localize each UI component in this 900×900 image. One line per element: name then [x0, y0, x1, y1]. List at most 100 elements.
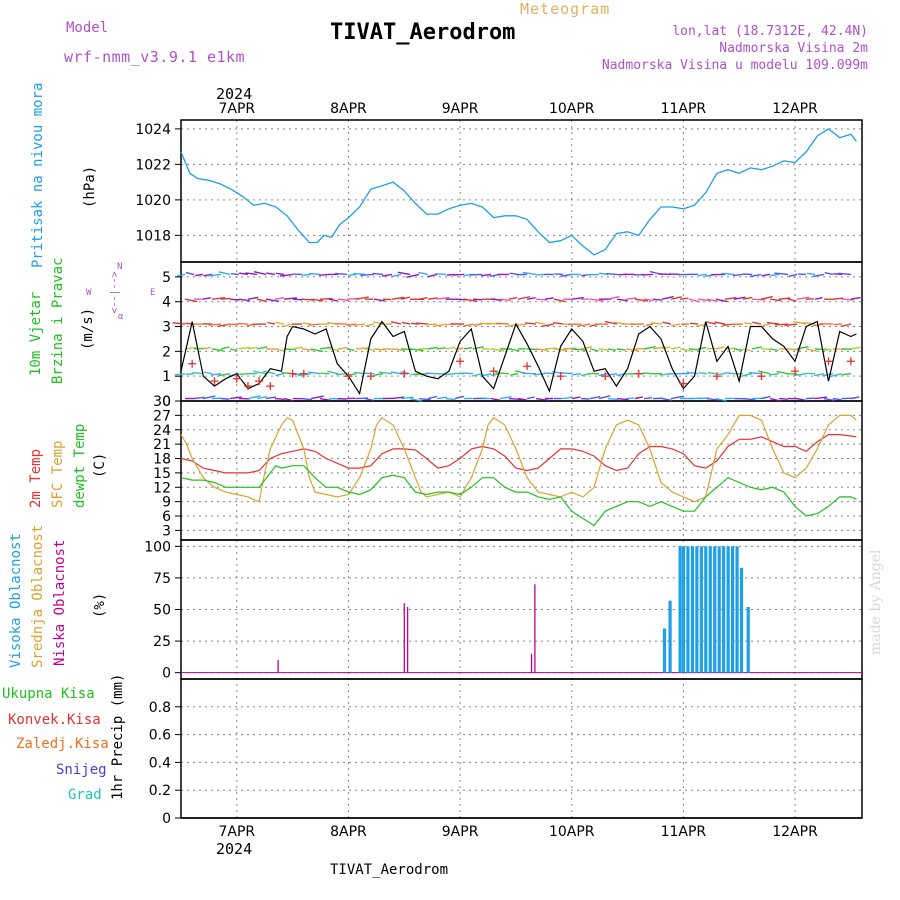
wind-arrow: [526, 396, 535, 400]
wind-arrow: [832, 297, 844, 300]
wind-arrow: [606, 273, 618, 276]
y-tick-label: 1020: [135, 193, 171, 209]
wind-arrow: [762, 323, 771, 327]
wind-arrow: [279, 273, 294, 277]
wind-arrow: [400, 371, 411, 375]
wind-arrow: [373, 373, 384, 377]
cloud-high-bar: [668, 600, 672, 673]
wind-arrow: [824, 272, 834, 276]
wind-arrow: [758, 370, 771, 375]
wind-arrow: [841, 373, 852, 376]
precip-legend-snow: Snijeg: [56, 762, 107, 778]
wind-arrow: [229, 298, 240, 301]
wind-arrow: [301, 273, 312, 277]
wind-arrow: [661, 295, 674, 300]
wind-arrow: [607, 295, 620, 300]
wind-arrow: [310, 348, 324, 353]
wind-arrow: [688, 348, 699, 351]
wind-arrow: [643, 397, 653, 400]
wind-arrow: [202, 395, 216, 400]
top-day-tick-label: 8APR: [330, 101, 367, 117]
model-value: wrf-nmm_v3.9.1 e1km: [64, 48, 246, 66]
wind-arrow: [427, 346, 438, 350]
wind-arrow: [381, 273, 393, 277]
wind-arrow: [717, 372, 726, 376]
wind-arrow: [604, 320, 618, 325]
wind-arrow: [643, 345, 656, 350]
wind-arrow: [346, 323, 357, 326]
wind-arrow: [274, 397, 285, 400]
wind-arrow: [308, 323, 321, 326]
top-day-tick-label: 9APR: [442, 101, 479, 117]
wind-arrow: [766, 321, 780, 325]
wind-arrow: [335, 372, 348, 376]
wind-arrow: [823, 348, 833, 351]
top-day-tick-label: 10APR: [549, 101, 595, 117]
wind-arrow: [686, 371, 699, 375]
wind-arrow: [174, 373, 186, 376]
y-tick-label: 0.6: [149, 728, 171, 744]
wind-arrow: [391, 348, 405, 352]
bottom-year-label: 2024: [216, 840, 253, 858]
temperature-line-2m-temp: [180, 434, 857, 474]
elevation-label: Nadmorska Visina 2m: [719, 41, 868, 56]
wind-arrow: [832, 397, 842, 401]
y-tick-label: 27: [153, 408, 171, 424]
wind-arrow: [838, 272, 852, 276]
wind-arrow: [473, 323, 483, 326]
wind-arrow: [769, 298, 782, 302]
wind-arrow: [274, 297, 285, 300]
wind-arrow: [302, 322, 312, 325]
wind-arrow: [372, 272, 384, 276]
wind-arrow: [510, 373, 519, 376]
wind-arrow: [495, 371, 510, 375]
wind-arrow: [409, 397, 423, 402]
cloud-high-bar: [662, 628, 667, 673]
wind-arrow: [714, 321, 726, 325]
y-tick-label: 1: [162, 369, 171, 385]
y-tick-label: 12: [153, 480, 171, 496]
wind-arrow: [733, 348, 743, 352]
wind-arrow: [238, 298, 251, 302]
wind-key-alpha: α: [118, 312, 124, 322]
wind-arrow: [706, 298, 718, 303]
wind-arrow: [793, 373, 807, 377]
y-tick-label: 75: [153, 571, 171, 587]
wind-arrow: [508, 348, 520, 352]
wind-arrow: [652, 346, 666, 350]
wind-arrow: [715, 346, 725, 350]
wind-arrow: [778, 397, 788, 400]
precip-legend-freezing: Zaledj.Kisa: [16, 736, 109, 752]
wind-arrow: [247, 296, 259, 300]
wind-arrow: [281, 323, 294, 328]
wind-arrow: [373, 348, 386, 351]
wind-arrow: [301, 348, 314, 351]
cloud-high-bar: [726, 546, 730, 673]
wind-arrow: [211, 348, 224, 352]
wind-arrow: [247, 395, 261, 400]
pressure-line: [180, 128, 857, 256]
wind-arrow: [409, 348, 424, 352]
wind-arrow: [517, 397, 527, 401]
bottom-day-tick-label: 8APR: [330, 824, 367, 840]
wind-arrow: [301, 397, 312, 401]
cloud-high-bar: [717, 546, 721, 673]
wind-arrow: [559, 372, 573, 375]
wind-arrow: [238, 346, 251, 350]
wind-arrow: [391, 396, 405, 400]
wind-arrow: [239, 272, 249, 276]
wind-arrow: [256, 346, 268, 350]
cloud-high-bar: [735, 546, 739, 673]
wind-arrows: [172, 270, 861, 402]
wind-arrow: [662, 321, 672, 325]
wind-arrow: [535, 397, 549, 402]
wind-arrow: [740, 373, 753, 378]
wind-arrow: [202, 346, 211, 350]
wind-arrow: [418, 397, 431, 401]
wind-arrow: [292, 346, 303, 350]
y-tick-label: 1024: [135, 122, 171, 138]
wind-arrow: [580, 346, 593, 350]
cloud-high-bar: [678, 546, 682, 673]
wind-arrow: [472, 346, 484, 350]
wind-arrow: [742, 348, 751, 352]
